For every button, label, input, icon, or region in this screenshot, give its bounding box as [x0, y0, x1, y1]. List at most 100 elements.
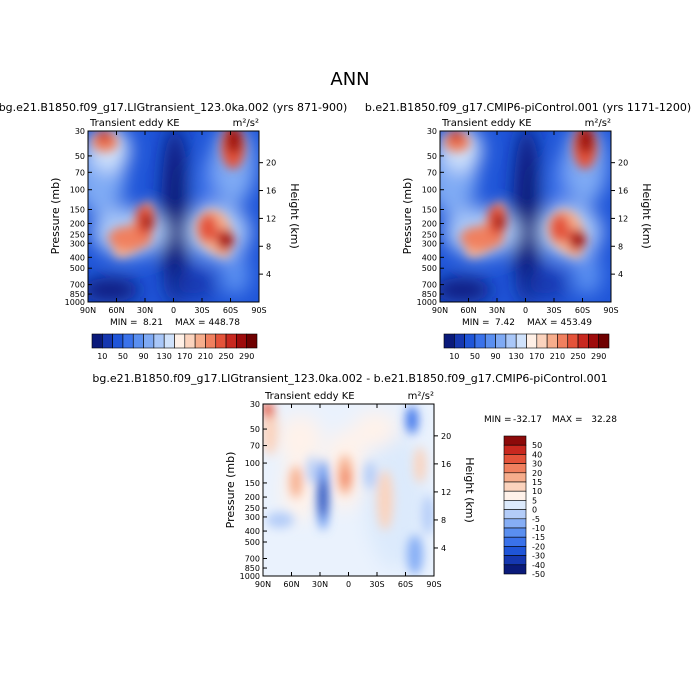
colorbar-level-label: 210	[198, 352, 213, 361]
y2-tick-label: 20	[618, 159, 628, 168]
colorbar-swatch	[503, 454, 527, 464]
y-tick-label: 300	[422, 239, 437, 248]
colorbar-level-label: 0	[532, 506, 537, 515]
colorbar-level-label: 5	[532, 496, 537, 505]
x-tick-label: 30N	[312, 580, 328, 589]
y2-tick-label: 12	[441, 488, 451, 497]
y-tick-label: 150	[70, 205, 85, 214]
x-tick-label: 60S	[575, 306, 590, 315]
x-tick-label: 0	[523, 306, 528, 315]
max-value: 453.49	[561, 318, 593, 328]
colorbar-level-label: 50	[470, 352, 480, 361]
y-tick-label: 700	[422, 281, 437, 290]
y-tick-label: 500	[245, 538, 260, 547]
colorbar-swatch	[91, 333, 103, 349]
y2-tick-label: 4	[266, 270, 271, 279]
heatmap-field	[440, 131, 611, 302]
colorbar-swatch	[112, 333, 124, 349]
colorbar-swatch	[503, 435, 527, 446]
panel-picontrol: b.e21.B1850.f09_g17.CMIP6-piControl.001 …	[365, 101, 691, 361]
y-tick-label: 1000	[65, 298, 85, 307]
colorbar-swatch	[236, 333, 247, 349]
x-tick-label: 30N	[489, 306, 505, 315]
y-tick-label: 50	[75, 152, 85, 161]
colorbar-swatch	[205, 333, 217, 349]
y-tick-label: 700	[70, 281, 85, 290]
colorbar-level-label: -50	[532, 570, 545, 579]
y2-tick-label: 12	[618, 214, 628, 223]
y-axis-label: Pressure (mb)	[224, 452, 237, 529]
colorbar-swatch	[484, 333, 496, 349]
heatmap-field	[88, 131, 259, 302]
colorbar-level-label: -15	[532, 533, 545, 542]
colorbar-swatch	[503, 509, 527, 520]
x-tick-label: 30S	[546, 306, 561, 315]
colorbar-level-label: 90	[490, 352, 500, 361]
colorbar-level-label: 290	[591, 352, 606, 361]
colorbar-swatch	[503, 481, 527, 492]
y-tick-label: 500	[422, 264, 437, 273]
colorbar-swatch	[503, 527, 527, 538]
min-label: MIN =	[110, 318, 138, 328]
x-tick-label: 60S	[223, 306, 238, 315]
panel-units-label: m²/s²	[408, 391, 434, 402]
panel-title: b.e21.B1850.f09_g17.CMIP6-piControl.001 …	[365, 101, 691, 114]
colorbar-swatch	[454, 333, 465, 349]
colorbar-swatch	[495, 333, 507, 349]
colorbar-level-label: 130	[157, 352, 172, 361]
colorbar-level-label: -20	[532, 542, 545, 551]
x-ticks-0: 90N 60N 30N 0 30S 60S 90S	[80, 131, 267, 315]
y-tick-label: 850	[422, 290, 437, 299]
colorbar-swatch	[474, 333, 486, 349]
x-tick-label: 90N	[432, 306, 448, 315]
colorbar-swatch	[102, 333, 113, 349]
colorbar-swatch	[526, 333, 538, 349]
x-ticks-1: 90N 60N 30N 0 30S 60S 90S	[432, 131, 619, 315]
x-tick-label: 90S	[603, 306, 618, 315]
colorbar-level-label: 20	[532, 469, 542, 478]
colorbar-swatch	[503, 500, 527, 510]
colorbar-level-label: 250	[218, 352, 233, 361]
x-tick-label: 30S	[194, 306, 209, 315]
y-tick-label: 250	[245, 504, 260, 513]
y-tick-label: 30	[75, 127, 85, 136]
y-tick-label: 400	[245, 527, 260, 536]
panel-lig: bg.e21.B1850.f09_g17.LIGtransient_123.0k…	[0, 101, 347, 361]
colorbar-swatch	[163, 333, 175, 349]
panel-difference: bg.e21.B1850.f09_g17.LIGtransient_123.0k…	[92, 372, 617, 589]
colorbar-level-label: 250	[570, 352, 585, 361]
colorbar-swatch	[505, 333, 517, 349]
min-label: MIN =	[484, 415, 512, 425]
y2-ticks-1: 4 8 12 16 20	[611, 159, 628, 279]
y-tick-label: 70	[75, 168, 85, 177]
y2-tick-label: 16	[266, 187, 276, 196]
y-tick-label: 1000	[240, 572, 260, 581]
x-tick-label: 60N	[283, 580, 299, 589]
colorbar-level-label: 130	[509, 352, 524, 361]
x-ticks-2: 90N 60N 30N 0 30S 60S 90S	[255, 404, 442, 589]
colorbar-swatch	[515, 333, 527, 349]
colorbar-level-label: 50	[532, 441, 542, 450]
y2-ticks-0: 4 8 12 16 20	[259, 159, 276, 279]
min-value: 7.42	[495, 318, 515, 328]
panel-units-label: m²/s²	[233, 118, 259, 129]
y2-tick-label: 16	[441, 460, 451, 469]
colorbar-swatch	[503, 536, 527, 547]
colorbar-swatch	[588, 333, 599, 349]
colorbar-swatch	[194, 333, 206, 349]
y-tick-label: 30	[427, 127, 437, 136]
y-tick-label: 250	[70, 230, 85, 239]
x-tick-label: 90S	[426, 580, 441, 589]
panel-title: bg.e21.B1850.f09_g17.LIGtransient_123.0k…	[0, 101, 347, 114]
y2-ticks-2: 4 8 12 16 20	[434, 432, 451, 553]
x-tick-label: 60N	[108, 306, 124, 315]
colorbar-level-label: -40	[532, 561, 545, 570]
min-value: -32.17	[513, 415, 542, 425]
colorbar-swatch	[503, 472, 527, 483]
colorbar-swatch	[503, 546, 527, 556]
colorbar-swatch	[184, 333, 196, 349]
y-tick-label: 250	[422, 230, 437, 239]
y-tick-label: 100	[422, 186, 437, 195]
